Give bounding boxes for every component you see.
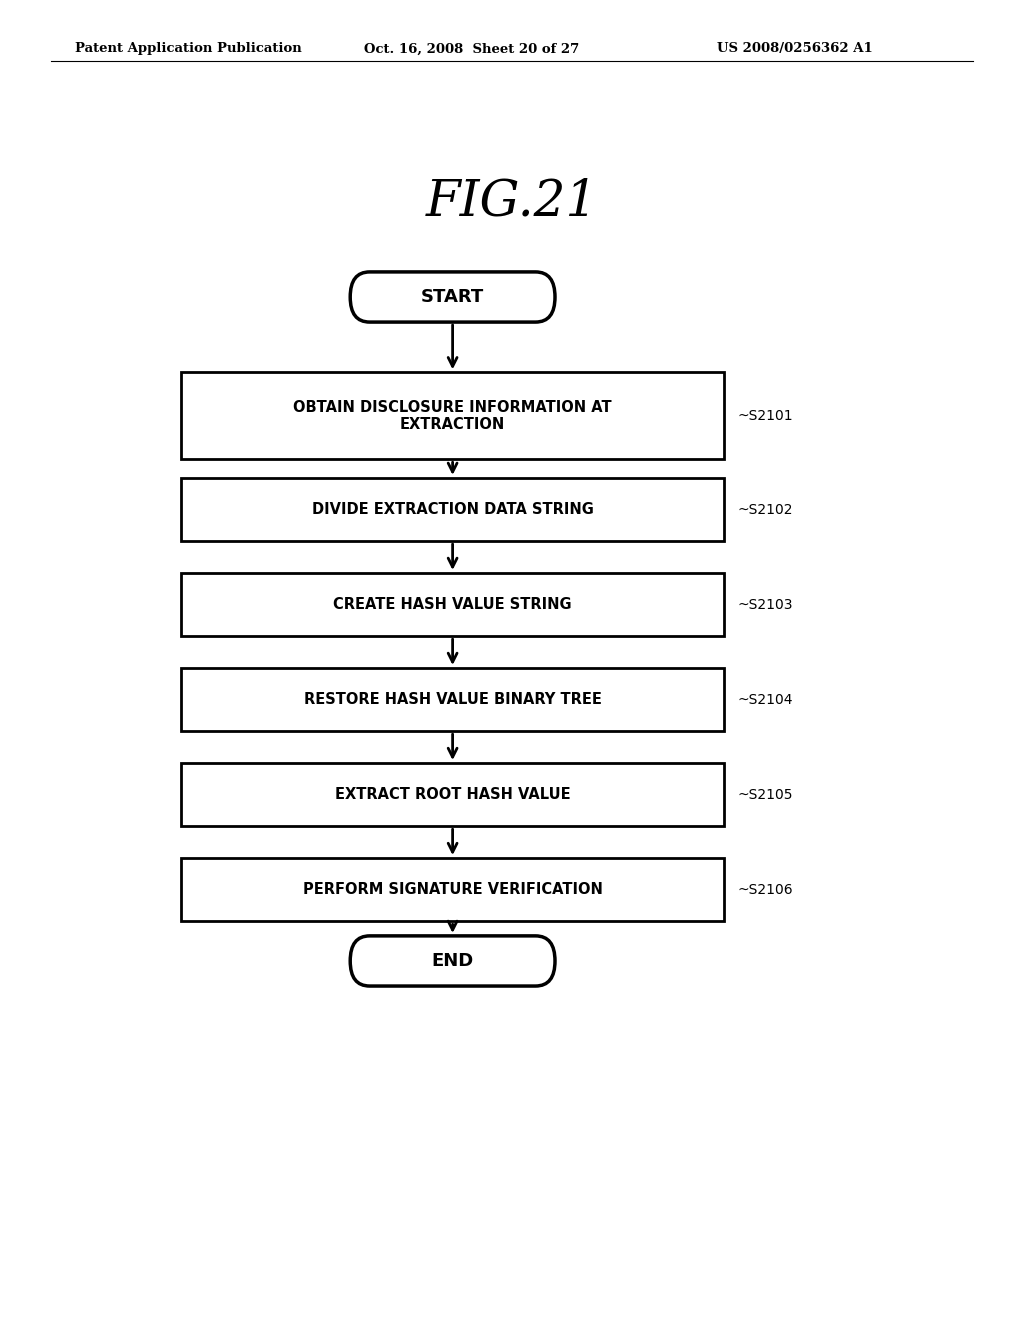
Text: OBTAIN DISCLOSURE INFORMATION AT
EXTRACTION: OBTAIN DISCLOSURE INFORMATION AT EXTRACT…: [293, 400, 612, 432]
Bar: [181, 573, 724, 636]
Text: Patent Application Publication: Patent Application Publication: [75, 42, 301, 55]
Text: ~S2106: ~S2106: [737, 883, 793, 896]
Text: Oct. 16, 2008  Sheet 20 of 27: Oct. 16, 2008 Sheet 20 of 27: [364, 42, 579, 55]
Bar: [181, 763, 724, 826]
Bar: [181, 372, 724, 459]
Text: FIG.21: FIG.21: [426, 177, 598, 227]
Text: ~S2104: ~S2104: [737, 693, 793, 706]
Text: START: START: [421, 288, 484, 306]
Text: PERFORM SIGNATURE VERIFICATION: PERFORM SIGNATURE VERIFICATION: [303, 882, 602, 898]
FancyBboxPatch shape: [350, 272, 555, 322]
FancyBboxPatch shape: [350, 936, 555, 986]
Text: RESTORE HASH VALUE BINARY TREE: RESTORE HASH VALUE BINARY TREE: [304, 692, 601, 708]
Bar: [181, 858, 724, 921]
Text: ~S2101: ~S2101: [737, 409, 793, 422]
Text: ~S2103: ~S2103: [737, 598, 793, 611]
Text: DIVIDE EXTRACTION DATA STRING: DIVIDE EXTRACTION DATA STRING: [311, 502, 594, 517]
Text: US 2008/0256362 A1: US 2008/0256362 A1: [717, 42, 872, 55]
Bar: [181, 478, 724, 541]
Text: CREATE HASH VALUE STRING: CREATE HASH VALUE STRING: [333, 597, 572, 612]
Bar: [181, 668, 724, 731]
Text: END: END: [431, 952, 474, 970]
Text: ~S2105: ~S2105: [737, 788, 793, 801]
Text: ~S2102: ~S2102: [737, 503, 793, 516]
Text: EXTRACT ROOT HASH VALUE: EXTRACT ROOT HASH VALUE: [335, 787, 570, 803]
